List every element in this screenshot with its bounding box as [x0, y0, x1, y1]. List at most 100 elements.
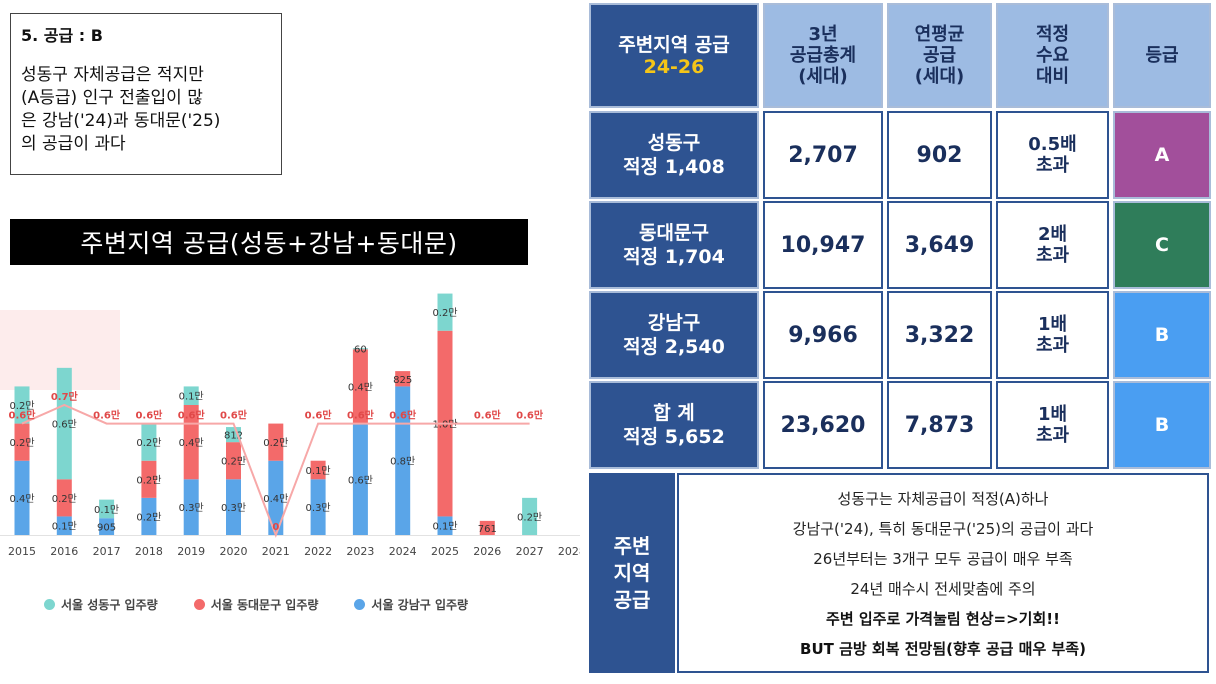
- reference-line-label: 0.6만: [389, 409, 417, 422]
- notes-box: 성동구는 자체공급이 적정(A)하나 강남구('24), 특히 동대문구('25…: [677, 473, 1209, 673]
- cell-total: 9,966: [763, 291, 883, 379]
- bar-segment: [479, 520, 495, 535]
- bar-segment: [310, 479, 326, 535]
- bar-segment: [14, 386, 30, 424]
- bar-segment: [14, 423, 30, 461]
- bar-segment: [437, 516, 453, 535]
- bar-data-label: 0.2만: [136, 437, 161, 449]
- header-text: (세대): [798, 66, 848, 87]
- ratio-text: 초과: [1035, 335, 1070, 356]
- bar-data-label: 0.2만: [52, 493, 77, 505]
- bar-segment: [141, 423, 157, 461]
- legend-label: 서울 성동구 입주량: [61, 598, 158, 612]
- cell-avg: 3,649: [887, 201, 992, 289]
- cell-ratio: 2배 초과: [996, 201, 1109, 289]
- bar-segment: [56, 367, 72, 480]
- legend-item-dongdaemun: 서울 동대문구 입주량: [193, 596, 318, 613]
- header-text: 공급총계: [789, 45, 857, 66]
- bar-segment: [352, 423, 368, 535]
- row-label-gangnam: 강남구 적정 2,540: [589, 291, 759, 379]
- note-line: 강남구('24), 특히 동대문구('25)의 공급이 과다: [792, 519, 1094, 538]
- ratio-text: 초과: [1035, 155, 1070, 176]
- legend-dot-icon: [354, 599, 366, 610]
- bar-data-label: 0.6만: [348, 474, 373, 486]
- bar-data-label: 0.4만: [263, 493, 288, 505]
- cell-avg: 3,322: [887, 291, 992, 379]
- bar-segment: [395, 371, 411, 387]
- notes-label-text: 지역: [613, 560, 651, 585]
- bar-segment: [522, 497, 538, 535]
- bar-data-label: 0.8만: [390, 456, 415, 468]
- reference-line-label: 0.6만: [135, 409, 163, 422]
- bar-data-label: 0.3만: [221, 502, 246, 514]
- cell-ratio: 0.5배 초과: [996, 111, 1109, 199]
- row-sub: 적정 1,704: [623, 246, 725, 268]
- row-sub: 적정 1,408: [623, 156, 725, 178]
- row-name: 성동구: [647, 132, 701, 154]
- bar-segment: [14, 460, 30, 535]
- header-region-line1: 주변지역 공급: [618, 33, 730, 56]
- bar-segment: [226, 479, 241, 535]
- bar-data-label: 0.2만: [221, 456, 246, 468]
- chart-banner: 주변지역 공급(성동+강남+동대문): [10, 219, 528, 265]
- legend-label: 서울 강남구 입주량: [371, 598, 469, 612]
- header-text: (세대): [914, 66, 965, 87]
- bar-data-label: 0.3만: [306, 502, 331, 514]
- grade-badge: B: [1113, 291, 1211, 379]
- cell-ratio: 1배 초과: [996, 291, 1109, 379]
- reference-line-label: 0.6만: [93, 409, 121, 422]
- bar-segment: [352, 348, 368, 350]
- ratio-text: 초과: [1035, 245, 1070, 266]
- notes-label-text: 주변: [613, 533, 651, 558]
- x-tick-label: 2016: [50, 545, 78, 558]
- ratio-text: 1배: [1037, 314, 1068, 335]
- bar-data-label: 0.2만: [432, 307, 457, 319]
- bar-segment: [141, 497, 157, 535]
- header-text: 대비: [1035, 66, 1070, 87]
- bar-data-label: 0.1만: [432, 521, 457, 533]
- notes-label: 주변 지역 공급: [589, 473, 675, 673]
- legend-dot-icon: [193, 599, 205, 610]
- summary-text: 성동구 자체공급은 적지만 (A등급) 인구 전출입이 많 은 강남('24)과…: [21, 64, 271, 156]
- stacked-bar-chart: 0.4만0.2만0.2만20150.1만0.2만0.6만20169050.1만2…: [0, 293, 580, 558]
- grade-badge: B: [1113, 381, 1211, 469]
- x-tick-label: 2022: [304, 545, 332, 558]
- x-tick-label: 2015: [8, 545, 36, 558]
- reference-line-label: 0.6만: [9, 409, 37, 422]
- x-tick-label: 2021: [262, 545, 290, 558]
- bar-segment: [183, 479, 199, 535]
- row-name: 동대문구: [639, 222, 709, 244]
- notes-label-text: 공급: [613, 587, 651, 612]
- summary-box: 5. 공급 : B 성동구 자체공급은 적지만 (A등급) 인구 전출입이 많 …: [10, 13, 282, 175]
- bar-segment: [352, 349, 368, 424]
- bar-segment: [141, 460, 157, 498]
- reference-line-label: 0.6만: [347, 409, 375, 422]
- legend-dot-icon: [44, 599, 55, 610]
- cell-total: 2,707: [763, 111, 883, 199]
- bar-segment: [183, 386, 199, 405]
- bar-segment: [268, 460, 284, 535]
- bar-data-label: 0.1만: [179, 391, 204, 403]
- ratio-text: 2배: [1037, 224, 1068, 245]
- chart-legend: 서울 성동구 입주량 서울 동대문구 입주량 서울 강남구 입주량: [44, 596, 468, 613]
- reference-line-label: 0.6만: [178, 409, 206, 422]
- header-text: 적정: [1035, 24, 1070, 45]
- bar-segment: [268, 423, 284, 461]
- reference-line-label: 0.6만: [220, 409, 248, 422]
- x-tick-label: 2018: [135, 545, 163, 558]
- reference-line-label: 0.6만: [516, 409, 544, 422]
- note-line-bold: BUT 금방 회복 전망됨(향후 공급 매우 부족): [800, 639, 1086, 658]
- bar-segment: [437, 293, 453, 331]
- row-name: 합 계: [653, 402, 695, 424]
- bar-data-label: 0.2만: [9, 400, 34, 412]
- bar-segment: [99, 499, 115, 519]
- x-tick-label: 2023: [346, 545, 374, 558]
- cell-avg: 902: [887, 111, 992, 199]
- row-label-seongdong: 성동구 적정 1,408: [589, 111, 759, 199]
- cell-total: 23,620: [763, 381, 883, 469]
- header-region: 주변지역 공급 24-26: [589, 3, 759, 108]
- header-text: 3년: [808, 24, 838, 45]
- header-avg: 연평균 공급 (세대): [887, 3, 992, 108]
- x-tick-label: 2028: [558, 545, 580, 558]
- x-tick-label: 2027: [516, 545, 544, 558]
